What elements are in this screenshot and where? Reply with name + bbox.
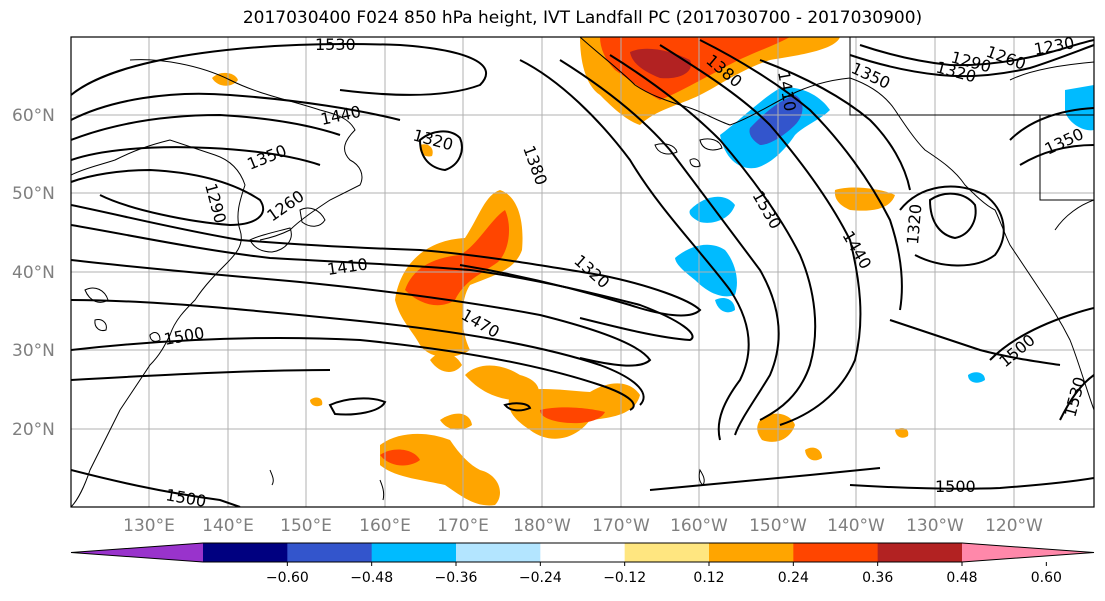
colorbar-outline bbox=[70, 542, 1095, 563]
colorbar-tick-label: −0.48 bbox=[350, 570, 393, 586]
colorbar-tick-label: 0.24 bbox=[778, 570, 809, 586]
map-title: 2017030400 F024 850 hPa height, IVT Land… bbox=[242, 8, 923, 28]
colorbar-segment bbox=[540, 543, 626, 562]
lon-label: 160°W bbox=[670, 516, 728, 536]
colorbar-tick-label: −0.60 bbox=[266, 570, 309, 586]
colorbar-tick-label: −0.24 bbox=[519, 570, 562, 586]
lon-label: 140°W bbox=[827, 516, 885, 536]
ivt-shading bbox=[212, 37, 1094, 506]
colorbar-tick-label: −0.36 bbox=[435, 570, 478, 586]
coastlines bbox=[71, 37, 1094, 507]
colorbar-tick-label: 0.48 bbox=[946, 570, 977, 586]
longitude-labels: 130°E 140°E 150°E 160°E 170°E 180°W 170°… bbox=[123, 516, 1043, 536]
colorbar-tick-label: 0.36 bbox=[862, 570, 893, 586]
lon-label: 150°E bbox=[280, 516, 332, 536]
colorbar-segment bbox=[371, 543, 457, 562]
colorbar-segment bbox=[203, 543, 288, 562]
height-contours bbox=[71, 39, 1094, 507]
colorbar: −0.60 −0.48 −0.36 −0.24 −0.12 0.12 0.24 0.36 0.4… bbox=[70, 542, 1095, 586]
lat-label: 50°N bbox=[12, 184, 55, 204]
contour-label: 1230 bbox=[1032, 33, 1075, 59]
colorbar-extend-high bbox=[962, 543, 1094, 562]
contour-label: 1500 bbox=[164, 485, 207, 511]
contour-label: 1500 bbox=[935, 477, 976, 496]
lon-label: 140°E bbox=[202, 516, 254, 536]
colorbar-segment bbox=[624, 543, 710, 562]
colorbar-segment bbox=[709, 543, 794, 562]
colorbar-segment bbox=[877, 543, 963, 562]
lon-label: 120°W bbox=[985, 516, 1043, 536]
contour-label: 1530 bbox=[315, 35, 356, 54]
lat-label: 60°N bbox=[12, 106, 55, 126]
lon-label: 130°E bbox=[123, 516, 175, 536]
lon-label: 160°E bbox=[359, 516, 411, 536]
contour-label: 1320 bbox=[903, 203, 925, 245]
lat-label: 30°N bbox=[12, 341, 55, 361]
lon-label: 180°W bbox=[513, 516, 571, 536]
colorbar-tick-label: 0.60 bbox=[1031, 570, 1062, 586]
lon-label: 170°E bbox=[437, 516, 489, 536]
lat-label: 20°N bbox=[12, 420, 55, 440]
colorbar-segment bbox=[456, 543, 541, 562]
colorbar-tick-label: −0.12 bbox=[603, 570, 646, 586]
map-frame bbox=[70, 36, 1095, 508]
colorbar-segment bbox=[793, 543, 879, 562]
colorbar-segment bbox=[287, 543, 373, 562]
lon-label: 130°W bbox=[906, 516, 964, 536]
colorbar-tick-label: 0.12 bbox=[693, 570, 724, 586]
latitude-labels: 60°N 50°N 40°N 30°N 20°N bbox=[12, 106, 55, 440]
lon-label: 150°W bbox=[749, 516, 807, 536]
lat-label: 40°N bbox=[12, 263, 55, 283]
lon-label: 170°W bbox=[592, 516, 650, 536]
colorbar-extend-low bbox=[71, 543, 203, 562]
